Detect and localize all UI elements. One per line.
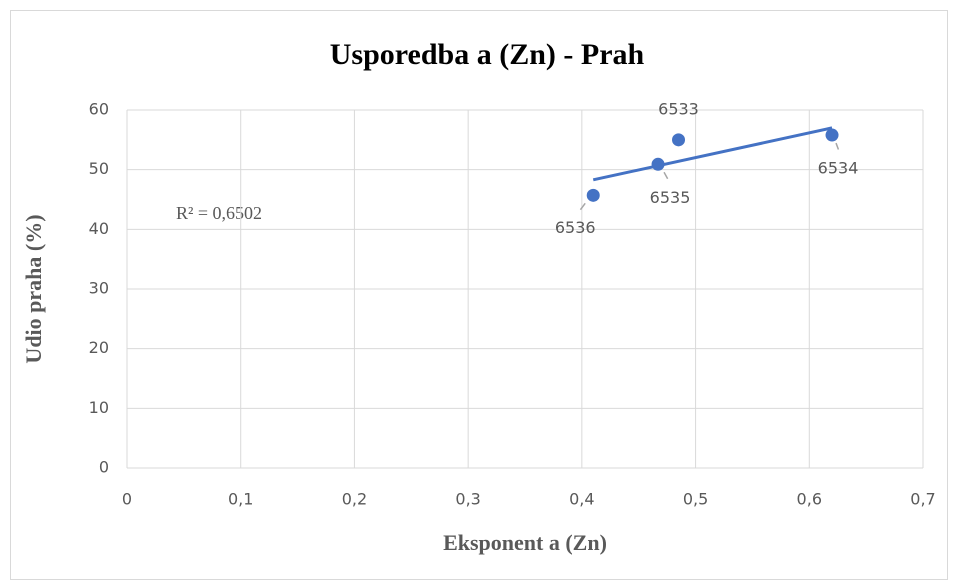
chart-title: Usporedba a (Zn) - Prah <box>330 38 645 71</box>
y-axis-label: Udio praha (%) <box>21 214 46 363</box>
trendline <box>592 126 833 182</box>
y-tick-label: 50 <box>89 159 109 178</box>
x-tick-label: 0 <box>122 490 132 509</box>
x-tick-label: 0,6 <box>797 490 822 509</box>
r-squared: R² = 0,6502 <box>176 203 262 223</box>
point <box>825 128 839 142</box>
chart-border <box>10 10 948 580</box>
y-tick-label: 40 <box>89 219 109 238</box>
x-axis-label: Eksponent a (Zn) <box>443 530 607 555</box>
y-tick-label: 0 <box>99 458 109 477</box>
point <box>651 157 665 171</box>
x-tick-label: 0,4 <box>569 490 594 509</box>
x-tick-label: 0,7 <box>910 490 935 509</box>
y-tick-label: 10 <box>89 398 109 417</box>
x-tick-label: 0,3 <box>455 490 480 509</box>
point <box>672 133 686 147</box>
y-tick-label: 20 <box>89 338 109 357</box>
leader-line <box>579 202 586 211</box>
point-label: 6534 <box>818 159 859 178</box>
leader-line <box>835 142 840 150</box>
x-tick-label: 0,1 <box>228 490 253 509</box>
y-tick-label: 60 <box>89 100 109 119</box>
point-label: 6533 <box>658 99 699 118</box>
point-label: 6536 <box>555 218 596 237</box>
point-label: 6535 <box>650 188 691 207</box>
y-tick-label: 30 <box>89 279 109 298</box>
point <box>586 188 600 202</box>
x-tick-label: 0,2 <box>342 490 367 509</box>
x-tick-label: 0,5 <box>683 490 708 509</box>
leader-line <box>663 171 669 180</box>
